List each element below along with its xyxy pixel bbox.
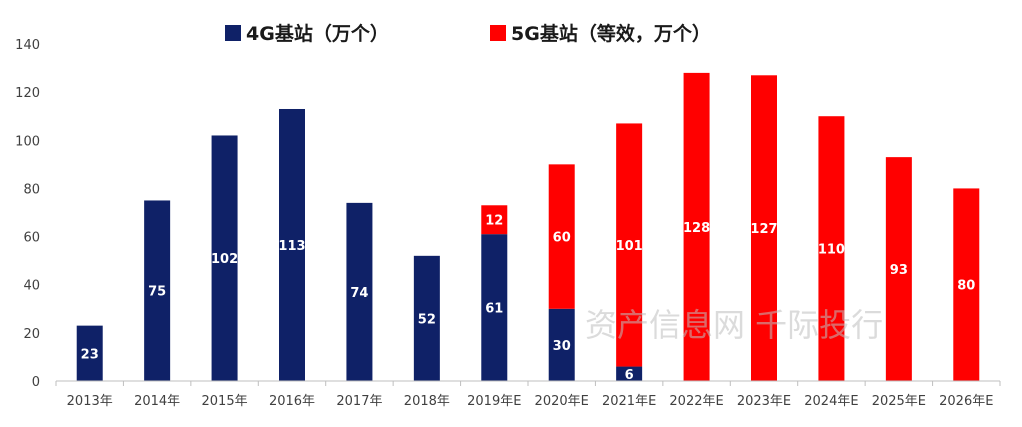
y-tick-label: 60 <box>23 231 40 246</box>
bar-5g <box>481 205 508 235</box>
bar-4g <box>211 135 238 381</box>
y-tick-label: 100 <box>15 134 40 149</box>
legend-label-5g: 5G基站（等效，万个） <box>511 22 711 45</box>
y-tick-label: 140 <box>15 38 40 53</box>
legend: 4G基站（万个） 5G基站（等效，万个） <box>225 22 711 45</box>
bar-4g <box>346 202 373 381</box>
data-label-5g: 110 <box>818 243 845 258</box>
data-label-4g: 30 <box>553 339 571 354</box>
bar-5g <box>953 188 980 381</box>
bar-5g <box>683 72 710 381</box>
x-tick-label: 2024年E <box>804 394 858 409</box>
data-label-5g: 93 <box>890 263 908 278</box>
x-tick-label: 2025年E <box>872 394 926 409</box>
x-tick-label: 2018年 <box>404 394 450 409</box>
data-label-5g: 12 <box>485 214 503 229</box>
data-label-4g: 75 <box>148 285 166 300</box>
y-axis: 0 20 40 60 80 100 120 140 <box>15 38 40 390</box>
y-tick-label: 80 <box>23 182 40 197</box>
x-tick-label: 2014年 <box>134 394 180 409</box>
bar-4g <box>144 200 171 381</box>
x-tick-label: 2016年 <box>269 394 315 409</box>
bar-5g <box>616 123 643 367</box>
x-tick-label: 2022年E <box>669 394 723 409</box>
x-tick-label: 2019年E <box>467 394 521 409</box>
y-tick-label: 20 <box>23 327 40 342</box>
x-tick-label: 2017年 <box>336 394 382 409</box>
bar-5g <box>818 116 845 381</box>
x-tick-label: 2023年E <box>737 394 791 409</box>
x-tick-label: 2026年E <box>939 394 993 409</box>
bar-5g <box>751 75 777 382</box>
data-label-5g: 80 <box>957 279 975 294</box>
x-tick-label: 2020年E <box>535 394 589 409</box>
data-label-4g: 23 <box>81 347 99 362</box>
x-tick-label: 2013年 <box>67 394 113 409</box>
legend-label-4g: 4G基站（万个） <box>246 22 389 45</box>
bar-5g <box>885 157 912 381</box>
y-tick-label: 120 <box>15 86 40 101</box>
legend-swatch-5g <box>490 25 506 41</box>
data-label-4g: 52 <box>418 312 436 327</box>
data-label-5g: 127 <box>750 222 777 237</box>
x-tick-label: 2015年 <box>202 394 248 409</box>
legend-swatch-4g <box>225 25 241 41</box>
data-label-5g: 60 <box>553 231 571 246</box>
bar-5g <box>548 164 575 309</box>
bars: 23 75 102 113 74 52 61 12 30 60 6 101 128 127 110 93 80 <box>76 72 980 383</box>
bar-4g <box>76 325 103 381</box>
data-label-5g: 128 <box>683 221 710 236</box>
data-label-4g: 102 <box>211 252 238 267</box>
watermark: 资产信息网 千际投行 <box>585 306 883 344</box>
data-label-4g: 6 <box>625 368 634 383</box>
y-tick-label: 40 <box>23 279 40 294</box>
bar-4g <box>481 234 508 381</box>
bar-4g <box>279 108 305 381</box>
data-label-4g: 61 <box>485 302 503 317</box>
data-label-4g: 74 <box>350 286 368 301</box>
x-tick-label: 2021年E <box>602 394 656 409</box>
bar-4g <box>548 308 575 381</box>
y-tick-label: 0 <box>32 375 40 390</box>
data-label-4g: 113 <box>278 239 305 254</box>
data-label-5g: 101 <box>616 239 643 254</box>
bar-4g <box>413 255 440 381</box>
x-axis: 2013年 2014年 2015年 2016年 2017年 2018年 2019年E 2020… <box>55 380 1001 409</box>
bar-4g <box>616 366 643 381</box>
